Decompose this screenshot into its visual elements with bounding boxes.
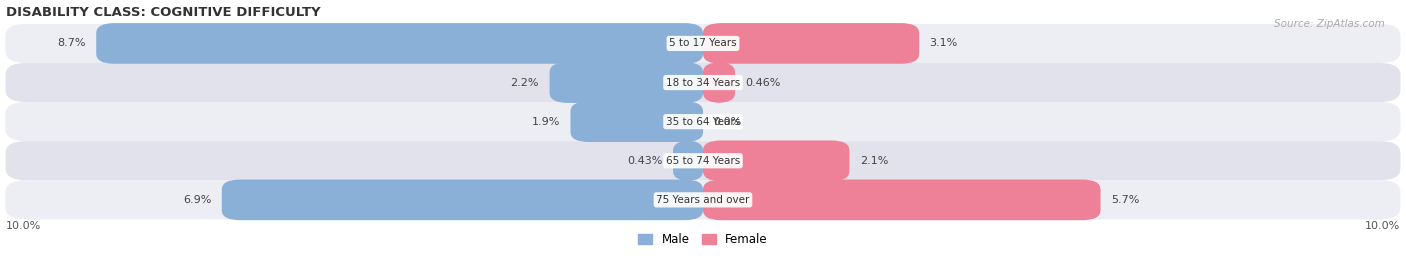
FancyBboxPatch shape (703, 140, 849, 181)
FancyBboxPatch shape (6, 102, 1400, 141)
FancyBboxPatch shape (571, 101, 703, 142)
Text: 1.9%: 1.9% (531, 117, 560, 127)
Text: 0.0%: 0.0% (713, 117, 742, 127)
Text: 2.1%: 2.1% (860, 156, 889, 166)
FancyBboxPatch shape (550, 62, 703, 103)
Text: 8.7%: 8.7% (58, 38, 86, 48)
FancyBboxPatch shape (6, 63, 1400, 102)
Text: 75 Years and over: 75 Years and over (657, 195, 749, 205)
Text: 35 to 64 Years: 35 to 64 Years (666, 117, 740, 127)
Text: 0.46%: 0.46% (745, 77, 780, 87)
Text: 10.0%: 10.0% (6, 221, 41, 231)
Text: 0.43%: 0.43% (627, 156, 662, 166)
Text: 65 to 74 Years: 65 to 74 Years (666, 156, 740, 166)
Text: 10.0%: 10.0% (1365, 221, 1400, 231)
FancyBboxPatch shape (6, 141, 1400, 180)
FancyBboxPatch shape (6, 24, 1400, 63)
FancyBboxPatch shape (96, 23, 703, 64)
FancyBboxPatch shape (703, 180, 1101, 220)
FancyBboxPatch shape (703, 62, 735, 103)
Text: 5 to 17 Years: 5 to 17 Years (669, 38, 737, 48)
FancyBboxPatch shape (6, 180, 1400, 220)
Text: 6.9%: 6.9% (183, 195, 211, 205)
Legend: Male, Female: Male, Female (636, 231, 770, 249)
Text: Source: ZipAtlas.com: Source: ZipAtlas.com (1274, 19, 1385, 29)
FancyBboxPatch shape (703, 23, 920, 64)
Text: 2.2%: 2.2% (510, 77, 538, 87)
Text: DISABILITY CLASS: COGNITIVE DIFFICULTY: DISABILITY CLASS: COGNITIVE DIFFICULTY (6, 6, 321, 19)
Text: 18 to 34 Years: 18 to 34 Years (666, 77, 740, 87)
Text: 3.1%: 3.1% (929, 38, 957, 48)
Text: 5.7%: 5.7% (1111, 195, 1139, 205)
FancyBboxPatch shape (673, 140, 703, 181)
FancyBboxPatch shape (222, 180, 703, 220)
